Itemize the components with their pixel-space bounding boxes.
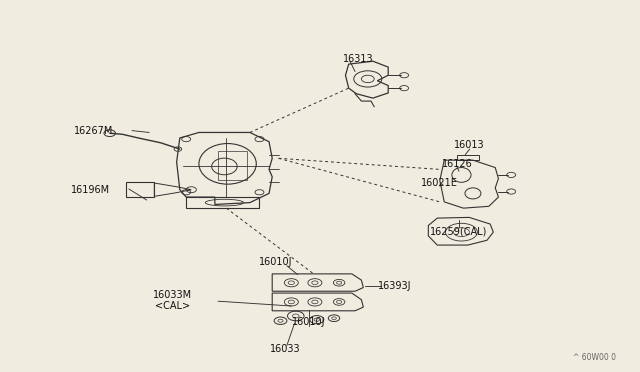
Text: 16013: 16013 bbox=[454, 140, 485, 150]
Text: 16196M: 16196M bbox=[71, 185, 110, 195]
Text: 16010J: 16010J bbox=[292, 317, 325, 327]
Text: 16267M: 16267M bbox=[74, 126, 113, 136]
Text: 16033M
<CAL>: 16033M <CAL> bbox=[152, 290, 192, 311]
Text: 16021E: 16021E bbox=[421, 178, 458, 188]
Text: 16393J: 16393J bbox=[378, 282, 412, 291]
Text: 16010J: 16010J bbox=[259, 257, 292, 267]
Text: 16313: 16313 bbox=[343, 54, 374, 64]
Text: 16259(CAL): 16259(CAL) bbox=[430, 226, 488, 236]
Text: 16126: 16126 bbox=[442, 159, 472, 169]
Text: 16033: 16033 bbox=[269, 344, 300, 354]
Text: ^ 60W00 0: ^ 60W00 0 bbox=[573, 353, 616, 362]
